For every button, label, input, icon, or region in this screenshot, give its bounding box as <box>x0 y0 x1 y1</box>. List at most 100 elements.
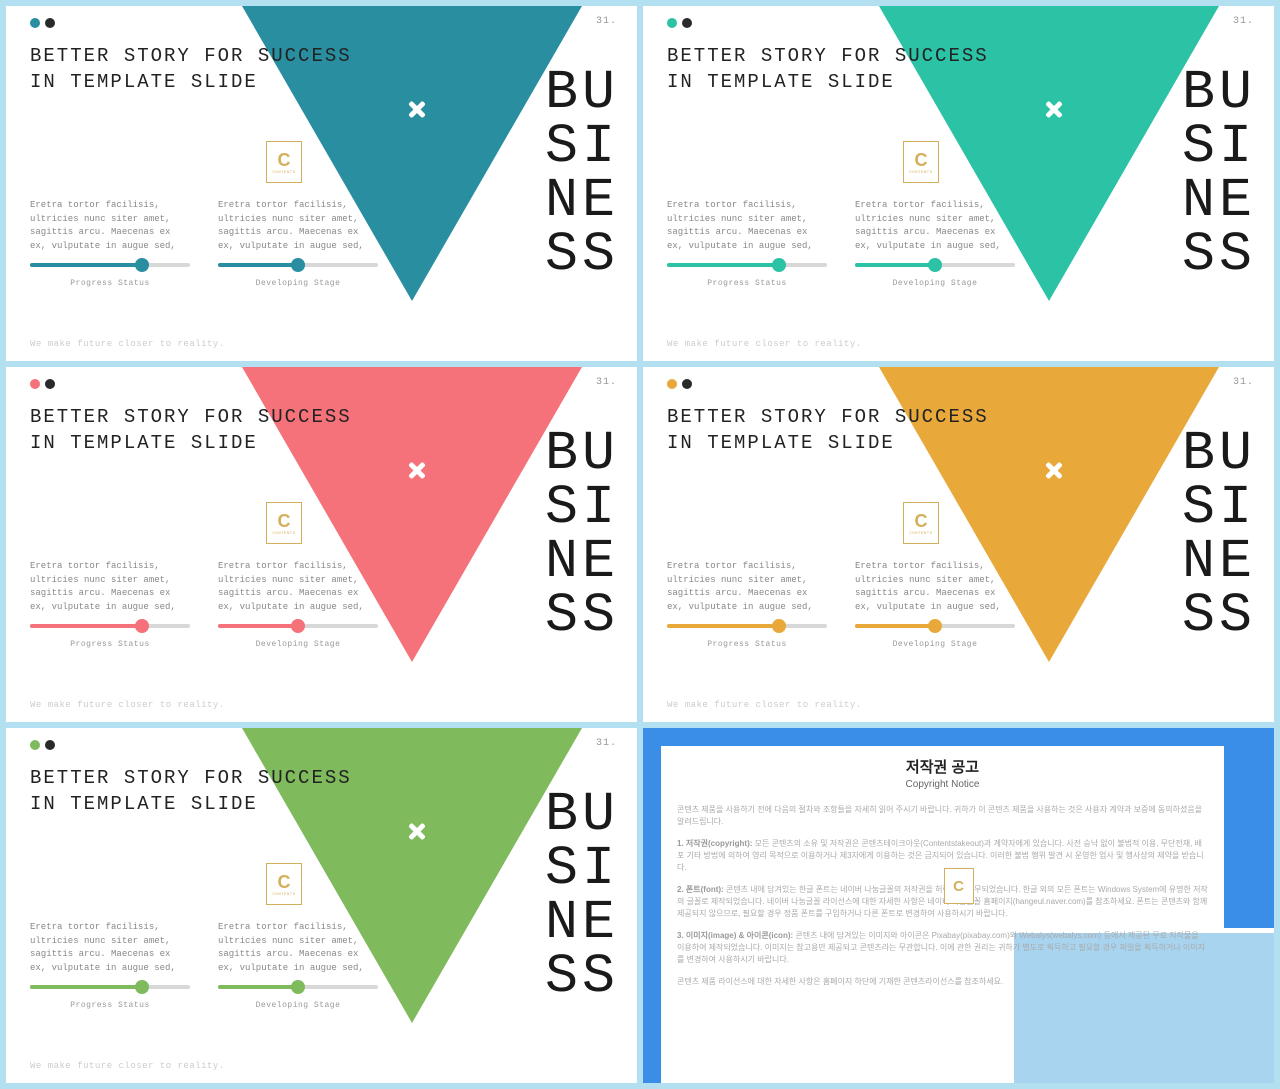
copyright-slide: 저작권 공고Copyright Notice콘텐츠 제품을 사용하기 전에 다음… <box>643 728 1274 1083</box>
progress-column: Eretra tortor facilisis, ultricies nunc … <box>218 199 378 288</box>
progress-column: Eretra tortor facilisis, ultricies nunc … <box>667 560 827 649</box>
logo-badge: CCONTENTS <box>266 141 302 183</box>
progress-column: Eretra tortor facilisis, ultricies nunc … <box>218 921 378 1010</box>
progress-track <box>667 263 827 267</box>
vertical-word: BUSINESS <box>545 788 619 1004</box>
logo-badge: CCONTENTS <box>266 502 302 544</box>
progress-fill <box>30 263 142 267</box>
dark-dot <box>682 379 692 389</box>
progress-columns: Eretra tortor facilisis, ultricies nunc … <box>30 921 378 1010</box>
logo-letter: C <box>953 878 964 895</box>
notice-outro: 콘텐츠 제품 라이선스에 대한 자세한 사항은 홈페이지 하단에 기재한 콘텐츠… <box>677 976 1208 988</box>
progress-label: Progress Status <box>30 1001 190 1010</box>
template-slide: 31. BETTER STORY FOR SUCCESSIN TEMPLATE S… <box>6 367 637 722</box>
progress-columns: Eretra tortor facilisis, ultricies nunc … <box>30 560 378 649</box>
body-text: Eretra tortor facilisis, ultricies nunc … <box>667 560 827 614</box>
notice-label: 2. 폰트(font): <box>677 885 726 894</box>
dark-dot <box>45 740 55 750</box>
progress-columns: Eretra tortor facilisis, ultricies nunc … <box>30 199 378 288</box>
body-text: Eretra tortor facilisis, ultricies nunc … <box>855 199 1015 253</box>
accent-dot <box>30 379 40 389</box>
progress-column: Eretra tortor facilisis, ultricies nunc … <box>667 199 827 288</box>
template-slide: 31. BETTER STORY FOR SUCCESSIN TEMPLATE S… <box>6 6 637 361</box>
progress-knob <box>772 258 786 272</box>
progress-knob <box>135 980 149 994</box>
accent-dot <box>30 18 40 28</box>
body-text: Eretra tortor facilisis, ultricies nunc … <box>855 560 1015 614</box>
notice-border <box>643 728 1274 746</box>
progress-knob <box>291 258 305 272</box>
notice-logo: C <box>944 868 974 904</box>
progress-label: Developing Stage <box>855 279 1015 288</box>
progress-track <box>30 624 190 628</box>
progress-track <box>30 985 190 989</box>
x-icon <box>407 99 427 119</box>
progress-label: Progress Status <box>30 279 190 288</box>
progress-fill <box>667 263 779 267</box>
progress-knob <box>772 619 786 633</box>
slide-number: 31. <box>596 738 617 749</box>
slide-grid: 31. BETTER STORY FOR SUCCESSIN TEMPLATE S… <box>6 6 1274 1083</box>
progress-fill <box>667 624 779 628</box>
progress-knob <box>291 619 305 633</box>
header-dots <box>30 740 55 750</box>
footer-text: We make future closer to reality. <box>667 700 862 710</box>
vertical-word: BUSINESS <box>545 427 619 643</box>
vertical-word: BUSINESS <box>1182 66 1256 282</box>
template-slide: 31.BETTER STORY FOR SUCCESSIN TEMPLATE S… <box>6 728 637 1083</box>
progress-knob <box>291 980 305 994</box>
progress-label: Progress Status <box>30 640 190 649</box>
progress-columns: Eretra tortor facilisis, ultricies nunc … <box>667 199 1015 288</box>
progress-track <box>855 624 1015 628</box>
body-text: Eretra tortor facilisis, ultricies nunc … <box>30 199 190 253</box>
footer-text: We make future closer to reality. <box>30 700 225 710</box>
logo-badge: CCONTENTS <box>903 502 939 544</box>
x-icon <box>1044 99 1064 119</box>
logo-subtext: CONTENTS <box>272 171 295 175</box>
progress-fill <box>855 263 935 267</box>
slide-number: 31. <box>596 377 617 388</box>
progress-knob <box>135 258 149 272</box>
slide-number: 31. <box>1233 377 1254 388</box>
logo-subtext: CONTENTS <box>909 171 932 175</box>
notice-border <box>1224 728 1274 928</box>
body-text: Eretra tortor facilisis, ultricies nunc … <box>30 921 190 975</box>
dark-dot <box>45 379 55 389</box>
slide-title: BETTER STORY FOR SUCCESSIN TEMPLATE SLID… <box>667 405 989 456</box>
progress-fill <box>218 985 298 989</box>
notice-paragraph: 3. 이미지(image) & 아이콘(icon): 콘텐츠 내에 담겨있는 이… <box>677 930 1208 966</box>
body-text: Eretra tortor facilisis, ultricies nunc … <box>667 199 827 253</box>
progress-track <box>667 624 827 628</box>
progress-label: Developing Stage <box>218 279 378 288</box>
progress-track <box>218 985 378 989</box>
progress-knob <box>135 619 149 633</box>
logo-letter: C <box>278 511 291 532</box>
accent-dot <box>30 740 40 750</box>
notice-intro: 콘텐츠 제품을 사용하기 전에 다음의 절차와 조항들을 자세히 읽어 주시기 … <box>677 804 1208 828</box>
logo-letter: C <box>278 872 291 893</box>
logo-subtext: CONTENTS <box>272 532 295 536</box>
notice-border <box>643 728 661 1083</box>
progress-column: Eretra tortor facilisis, ultricies nunc … <box>30 921 190 1010</box>
progress-track <box>218 624 378 628</box>
logo-badge: CCONTENTS <box>266 863 302 905</box>
footer-text: We make future closer to reality. <box>667 339 862 349</box>
footer-text: We make future closer to reality. <box>30 339 225 349</box>
progress-label: Developing Stage <box>218 1001 378 1010</box>
progress-track <box>218 263 378 267</box>
progress-label: Developing Stage <box>855 640 1015 649</box>
slide-number: 31. <box>596 16 617 27</box>
progress-fill <box>30 985 142 989</box>
progress-column: Eretra tortor facilisis, ultricies nunc … <box>855 560 1015 649</box>
progress-label: Developing Stage <box>218 640 378 649</box>
logo-subtext: CONTENTS <box>909 532 932 536</box>
slide-title: BETTER STORY FOR SUCCESSIN TEMPLATE SLID… <box>30 44 352 95</box>
header-dots <box>30 379 55 389</box>
progress-column: Eretra tortor facilisis, ultricies nunc … <box>30 199 190 288</box>
footer-text: We make future closer to reality. <box>30 1061 225 1071</box>
dark-dot <box>45 18 55 28</box>
progress-knob <box>928 619 942 633</box>
slide-title: BETTER STORY FOR SUCCESSIN TEMPLATE SLID… <box>30 405 352 456</box>
logo-letter: C <box>915 511 928 532</box>
header-dots <box>667 379 692 389</box>
